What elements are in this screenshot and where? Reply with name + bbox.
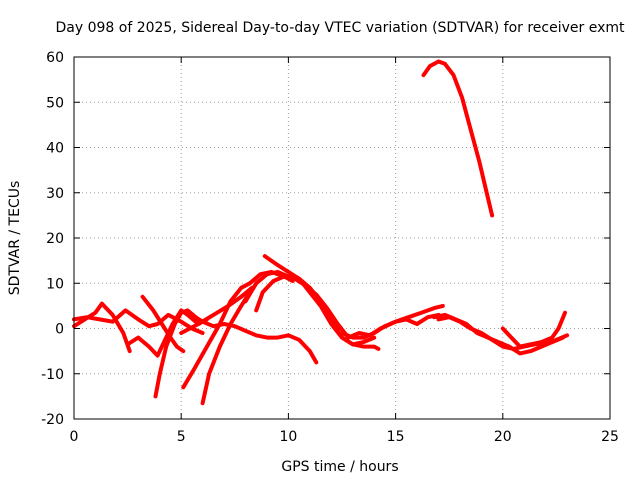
series-line-trace-6 [179, 285, 254, 335]
y-tick-label: -10 [41, 367, 64, 383]
chart-title: Day 098 of 2025, Sidereal Day-to-day VTE… [56, 20, 626, 36]
y-tick-label: -20 [41, 412, 64, 428]
y-tick-label: 60 [46, 50, 64, 66]
series-line-trace-11 [254, 274, 445, 340]
series-line-trace-16 [500, 310, 567, 349]
series-line-trace-4 [140, 294, 186, 354]
series-layer [72, 59, 570, 406]
y-tick-label: 30 [46, 186, 64, 202]
series-line-trace-13 [340, 312, 441, 340]
x-tick-label: 20 [494, 429, 512, 445]
y-tick-label: 20 [46, 231, 64, 247]
series-line-trace-8 [200, 290, 252, 406]
series-line-trace-2 [72, 308, 205, 335]
x-tick-label: 10 [279, 429, 297, 445]
y-tick-label: 40 [46, 141, 64, 157]
series-line-trace-9 [189, 312, 319, 365]
series-line-trace-1 [72, 301, 132, 354]
y-tick-label: 50 [46, 95, 64, 111]
x-tick-label: 15 [387, 429, 405, 445]
x-tick-label: 0 [70, 429, 79, 445]
x-tick-label: 25 [601, 429, 619, 445]
series-line-trace-15 [432, 312, 565, 356]
series-line-trace-12 [262, 254, 377, 347]
series-line-trace-17 [421, 59, 495, 218]
grid-lines [74, 57, 610, 419]
axes: 0 5 10 15 20 25 -20 -10 0 10 20 30 40 50 60 [41, 50, 619, 445]
x-tick-label: 5 [177, 429, 186, 445]
y-axis-label: SDTVAR / TECUs [7, 181, 23, 296]
x-axis-label: GPS time / hours [281, 459, 398, 475]
y-tick-label: 10 [46, 276, 64, 292]
series-line-trace-5 [153, 308, 201, 399]
y-tick-label: 0 [55, 322, 64, 338]
